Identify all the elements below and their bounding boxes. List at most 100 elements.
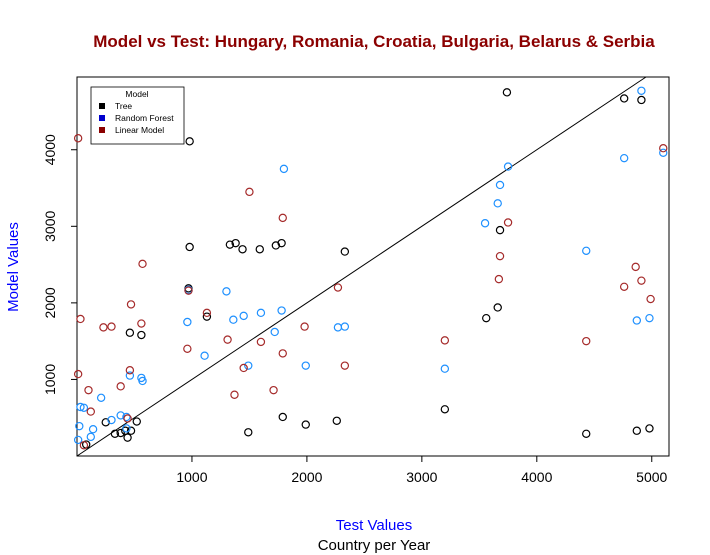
y-axis: 1000 2000 3000 4000 [42, 134, 77, 395]
point-linear-model [495, 251, 505, 261]
point-linear-model [646, 294, 655, 304]
point-tree [137, 330, 146, 340]
point-random-forest [96, 393, 106, 403]
point-tree [493, 303, 502, 312]
point-random-forest [73, 435, 83, 445]
reference-line-layer [76, 76, 647, 457]
point-tree [125, 328, 135, 337]
x-tick-label: 5000 [636, 469, 667, 485]
point-linear-model [107, 322, 116, 331]
point-linear-model [116, 382, 125, 391]
point-tree [126, 426, 136, 435]
point-linear-model [256, 337, 266, 347]
point-linear-model [340, 361, 350, 370]
point-random-forest [301, 361, 310, 370]
point-linear-model [76, 314, 85, 324]
y-axis-title: Model Values [5, 222, 22, 312]
legend-label-random-forest: Random Forest [115, 113, 174, 123]
y-tick-label: 4000 [42, 134, 58, 165]
point-random-forest [340, 322, 350, 331]
point-tree [582, 429, 591, 438]
point-linear-model [300, 322, 309, 331]
point-random-forest [116, 411, 125, 420]
plot-frame [76, 76, 670, 457]
legend-swatch-random-forest [99, 115, 105, 121]
point-tree [116, 428, 125, 438]
point-linear-model [245, 187, 254, 197]
point-linear-model [637, 276, 646, 285]
point-linear-model [659, 144, 668, 153]
point-random-forest [122, 424, 131, 433]
point-random-forest [239, 311, 248, 321]
point-tree [645, 424, 654, 433]
point-tree [495, 225, 505, 235]
point-tree [502, 88, 512, 97]
point-random-forest [632, 316, 642, 325]
point-tree [277, 238, 286, 248]
x-tick-label: 1000 [176, 469, 207, 485]
point-linear-model [137, 319, 146, 328]
point-tree [132, 417, 141, 426]
point-linear-model [494, 274, 504, 284]
point-random-forest [493, 199, 502, 208]
x-axis-title: Test Values [336, 517, 412, 534]
point-random-forest [503, 162, 513, 171]
point-random-forest [659, 148, 668, 157]
point-tree [231, 238, 240, 248]
legend-label-tree: Tree [115, 101, 132, 111]
point-linear-model [123, 414, 132, 423]
point-tree [185, 242, 194, 252]
point-linear-model [278, 213, 287, 223]
x-axis: 1000 2000 3000 4000 5000 [176, 456, 668, 485]
x-tick-label: 3000 [406, 469, 437, 485]
point-linear-model [202, 308, 212, 318]
point-tree [278, 412, 287, 422]
legend-box [90, 86, 185, 145]
point-linear-model [86, 407, 95, 416]
point-random-forest [222, 287, 231, 296]
point-linear-model [230, 390, 239, 399]
point-tree [632, 426, 642, 435]
point-random-forest [637, 86, 646, 95]
point-random-forest [582, 246, 591, 256]
point-linear-model [183, 344, 192, 354]
point-linear-model [239, 363, 248, 373]
legend-title: Model [125, 89, 148, 99]
point-random-forest [495, 180, 505, 190]
x-axis-subtitle: Country per Year [318, 537, 431, 554]
y-tick-label: 1000 [42, 364, 58, 395]
point-tree [244, 428, 253, 437]
point-random-forest [256, 308, 266, 318]
point-linear-model [440, 336, 450, 345]
y-tick-label: 2000 [42, 287, 58, 318]
point-tree [238, 245, 247, 254]
point-random-forest [79, 403, 89, 412]
point-random-forest [229, 315, 238, 324]
point-tree [637, 95, 646, 105]
point-random-forest [122, 412, 131, 422]
point-linear-model [619, 282, 629, 291]
point-linear-model [84, 385, 93, 395]
point-tree [440, 405, 450, 414]
point-tree [482, 313, 491, 323]
point-linear-model [278, 349, 287, 358]
legend-swatch-tree [99, 103, 105, 109]
point-random-forest [244, 361, 253, 370]
x-tick-label: 4000 [521, 469, 552, 485]
point-random-forest [138, 376, 147, 386]
point-random-forest [125, 371, 135, 380]
point-tree [202, 312, 212, 321]
y-tick-label: 3000 [42, 211, 58, 242]
point-random-forest [440, 364, 450, 373]
point-random-forest [619, 153, 629, 163]
point-tree [101, 418, 110, 427]
point-random-forest [107, 415, 116, 425]
point-linear-model [631, 262, 640, 272]
point-linear-model [184, 286, 193, 295]
point-tree [110, 429, 120, 438]
x-tick-label: 2000 [291, 469, 322, 485]
point-tree [185, 137, 194, 146]
point-linear-model [99, 323, 108, 332]
point-random-forest [75, 421, 84, 431]
